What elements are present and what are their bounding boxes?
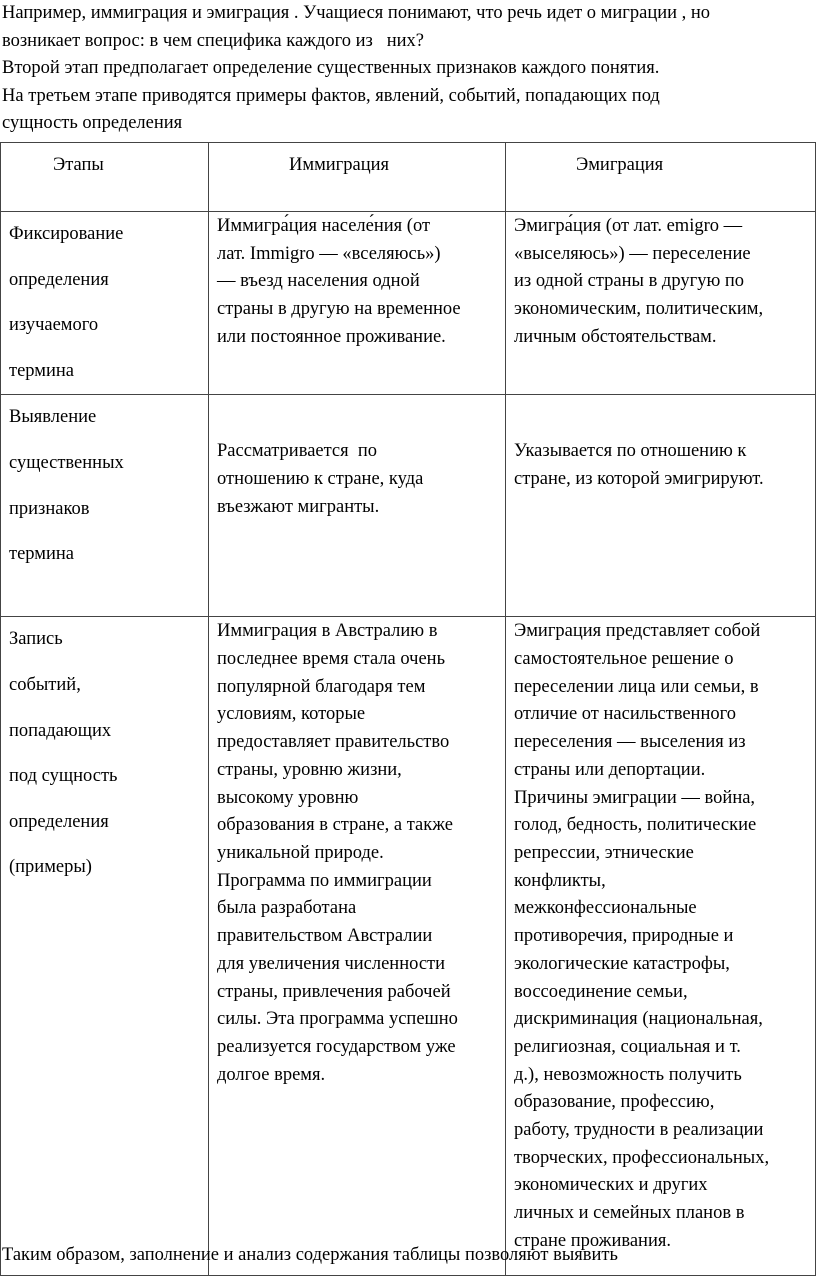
text-line: Фиксирование [9,224,124,244]
text-line: дискриминация (национальная, [514,1009,763,1030]
text-line: конфликты, [514,870,606,891]
text-line: признаков [9,498,90,519]
text-line: экологические катастрофы, [514,953,730,974]
text-line: страны, привлечения рабочей [217,981,451,1002]
text-line: межконфессиональные [514,898,697,919]
text-line: изучаемого [9,315,99,336]
text-line: термина [9,360,74,381]
text-line: или постоянное проживание. [217,326,446,347]
text-line: противоречия, природные и [514,926,734,947]
text-line: Иммиграция в Австралию в [217,621,438,642]
conclusion-text: Таким образом, заполнение и анализ содер… [2,1245,618,1265]
text-line: стране проживания. [514,1230,671,1251]
text-line: Например, иммиграция и эмиграция . Учащи… [2,3,711,23]
text-line: популярной благодаря тем [217,676,426,697]
text-line: сущность определения [2,113,183,134]
text-line: определения [9,811,109,832]
text-line: страны в другую на временное [217,299,461,320]
text-line: въезжают мигранты. [217,496,380,517]
text-line: отличие от насильственного [514,704,736,725]
text-line: условиям, которые [217,704,366,725]
text-line: — въезд населения одной [217,271,420,292]
text-line: личных и семейных планов в [514,1203,745,1224]
emigration-cell: Эмиграция представляет собой самостоятель… [505,616,816,1276]
text-line: «выселяюсь») — переселение [514,243,751,264]
text-line: Причины эмиграции — война, [514,787,756,808]
immigration-cell: Иммиграция в Австралию в последнее время … [208,616,506,1276]
text-line: стране, из которой эмигрируют. [514,469,764,490]
table-row: Фиксирование определения изучаемого термина… [0,210,816,396]
table-row: Выявление существенных признаков термина Ра… [0,394,816,618]
stage-cell: Выявление существенных признаков термина [0,394,209,618]
text-line: Указывается по отношению к [514,441,747,462]
text-line: из одной страны в другую по [514,271,745,292]
text-line: событий, [9,674,81,695]
text-line: последнее время стала очень [217,649,446,670]
text-line: страны, уровню жизни, [217,759,402,780]
table-header-row: Этапы Иммиграция Эмиграция [0,142,816,212]
text-line: определения [9,269,109,290]
text-line: (примеры) [9,857,92,878]
text-line: На третьем этапе приводятся примеры факт… [2,85,660,106]
text-line: репрессии, этнические [514,843,694,863]
immigration-cell: Рассматривается по отношению к стране, ку… [208,394,506,618]
text-line: возникает вопрос: в чем специфика каждог… [2,30,424,51]
text-line: силы. Эта программа успешно [217,1009,458,1030]
text-line: Эмигра́ция (от лат. emigro — [514,216,743,236]
text-line: предоставляет правительство [217,732,450,753]
text-line: уникальной природе. [217,843,384,863]
text-line: страны или депортации. [514,759,706,780]
comparison-table: Этапы Иммиграция Эмиграция Фиксирование о… [0,142,816,1276]
emigration-cell: Эмигра́ция (от лат. emigro — «выселяюсь»)… [505,210,816,396]
text-line: Эмиграция представляет собой [514,621,761,642]
text-line: под сущность [9,766,118,787]
stage-cell: Запись событий, попадающих под сущность опре… [0,616,209,1276]
text-line: термина [9,544,74,565]
text-line: Выявление [9,407,97,428]
text-line: самостоятельное решение о [514,649,734,670]
text-line: Запись [9,629,63,650]
emigration-cell: Указывается по отношению к стране, из кот… [505,394,816,618]
text-line: личным обстоятельствам. [514,326,717,347]
text-line: существенных [9,452,124,473]
text-line: религиозная, социальная и т. [514,1036,741,1057]
text-line: работу, трудности в реализации [514,1120,764,1141]
text-line: лат. Immigro — «вселяюсь») [217,243,441,264]
text-line: воссоединение семьи, [514,981,688,1002]
text-line: переселении лица или семьи, в [514,676,759,697]
header-stages: Этапы [0,142,209,212]
text-line: попадающих [9,720,112,741]
text-line: Иммигра́ция населе́ния (от [217,216,431,236]
text-line: Программа по иммиграции [217,870,432,891]
text-line: правительством Австралии [217,926,433,947]
text-line: отношению к стране, куда [217,469,424,490]
text-line: для увеличения численности [217,953,446,974]
text-line: образования в стране, а также [217,815,454,836]
text-line: голод, бедность, политические [514,815,757,836]
text-line: долгое время. [217,1064,326,1085]
table-row: Запись событий, попадающих под сущность опре… [0,616,816,1276]
text-line: творческих, профессиональных, [514,1147,770,1168]
header-emigration: Эмиграция [505,142,816,212]
text-line: высокому уровню [217,787,359,808]
text-line: Второй этап предполагает определение сущ… [2,58,660,79]
text-line: экономических и других [514,1175,708,1196]
text-line: экономическим, политическим, [514,299,764,320]
text-line: Рассматривается по [217,441,378,462]
header-immigration: Иммиграция [208,142,506,212]
text-line: образование, профессию, [514,1092,715,1113]
text-line: реализуется государством уже [217,1036,456,1057]
stage-cell: Фиксирование определения изучаемого термина [0,210,209,396]
text-line: д.), невозможность получить [514,1064,742,1085]
text-line: переселения — выселения из [514,732,746,753]
immigration-cell: Иммигра́ция населе́ния (от лат. Immigro —… [208,210,506,396]
intro-paragraph: Например, иммиграция и эмиграция . Учащи… [2,0,710,138]
text-line: была разработана [217,898,357,919]
